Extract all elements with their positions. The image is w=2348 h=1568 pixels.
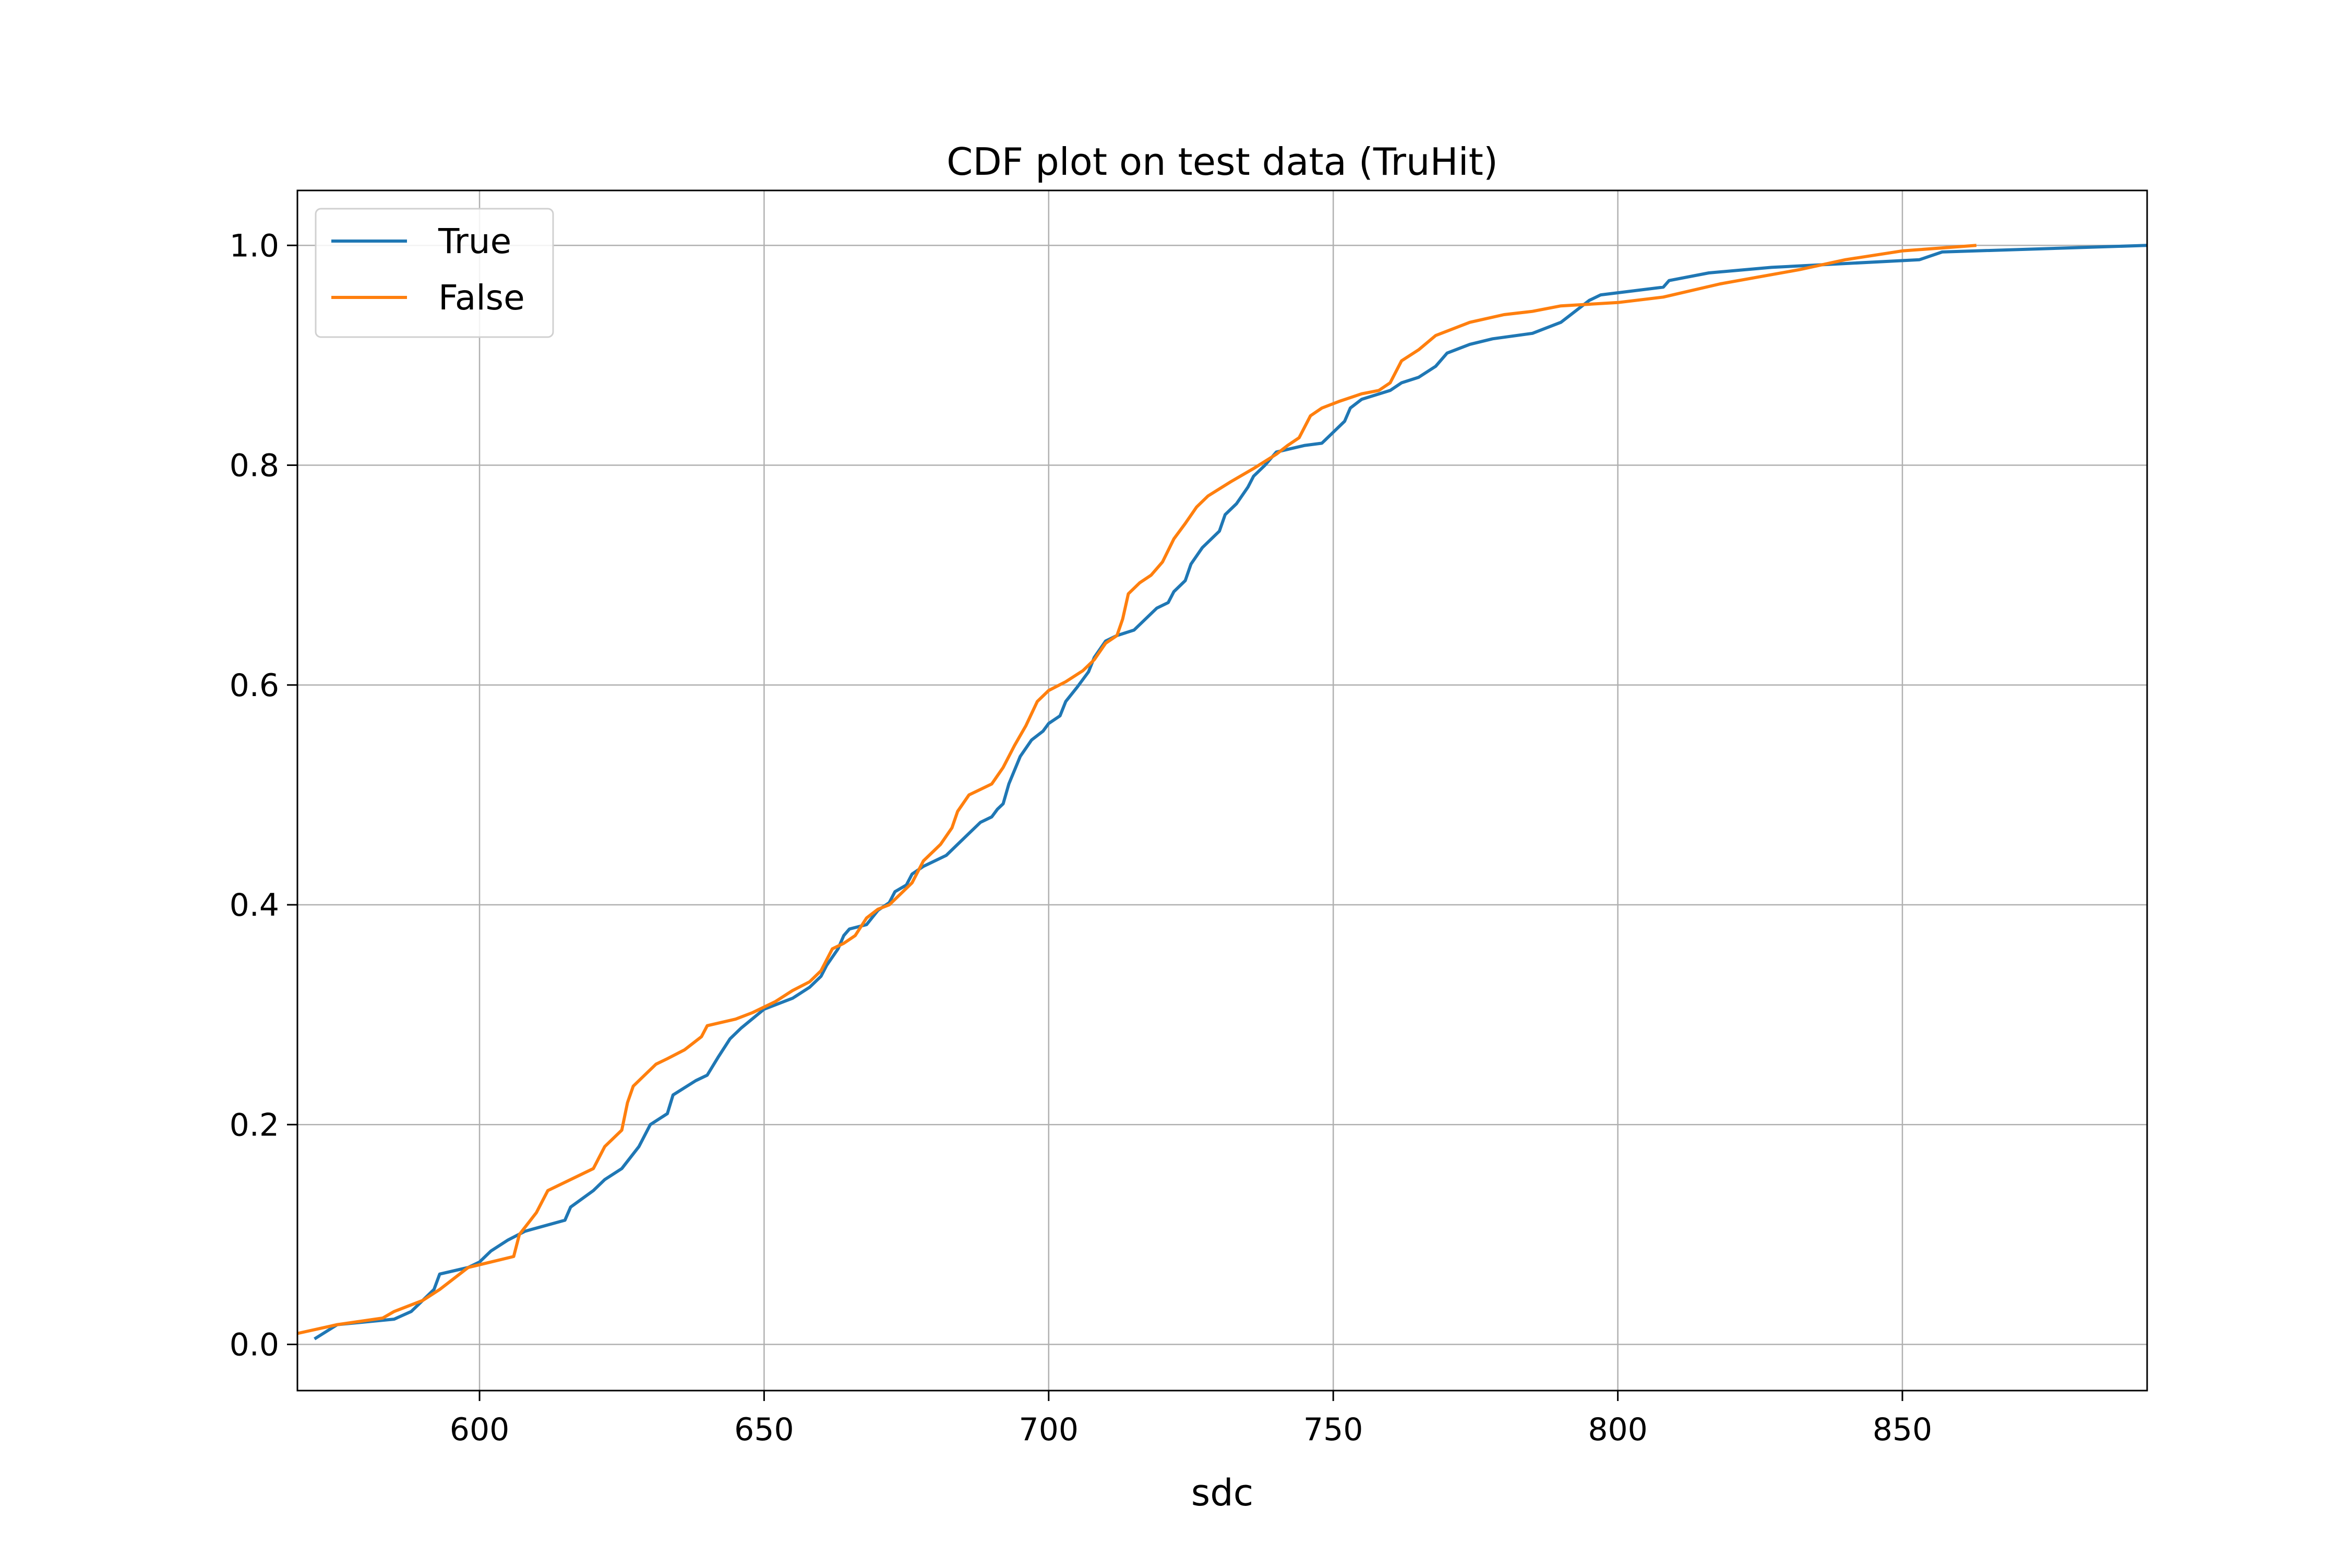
series-line-true xyxy=(314,244,2148,1340)
series-line-false xyxy=(297,244,1977,1335)
series-lines xyxy=(297,244,2148,1340)
x-axis-label: sdc xyxy=(1191,1471,1253,1514)
y-tick-label: 1.0 xyxy=(230,228,279,264)
y-tick-label: 0.8 xyxy=(230,448,279,484)
y-tick-label: 0.2 xyxy=(230,1107,279,1143)
x-tick-label: 700 xyxy=(1019,1411,1079,1448)
legend-box xyxy=(315,208,554,338)
grid xyxy=(297,190,2147,1391)
x-tick-label: 800 xyxy=(1588,1411,1648,1448)
chart-title: CDF plot on test data (TruHit) xyxy=(947,140,1498,184)
x-tick-label: 650 xyxy=(734,1411,794,1448)
legend-label-true: True xyxy=(438,221,511,261)
y-tick-label: 0.4 xyxy=(230,887,279,924)
x-tick-label: 850 xyxy=(1873,1411,1933,1448)
axis-ticks: 600 650 700 750 800 850 0.0 0.2 0.4 0.6 0.8 1.0 xyxy=(230,228,1933,1448)
legend: True False xyxy=(315,208,554,338)
y-tick-label: 0.6 xyxy=(230,667,279,704)
plot-frame xyxy=(296,189,2148,1392)
x-tick-label: 750 xyxy=(1303,1411,1363,1448)
y-tick-label: 0.0 xyxy=(230,1327,279,1363)
legend-label-false: False xyxy=(438,278,525,318)
x-tick-label: 600 xyxy=(450,1411,510,1448)
